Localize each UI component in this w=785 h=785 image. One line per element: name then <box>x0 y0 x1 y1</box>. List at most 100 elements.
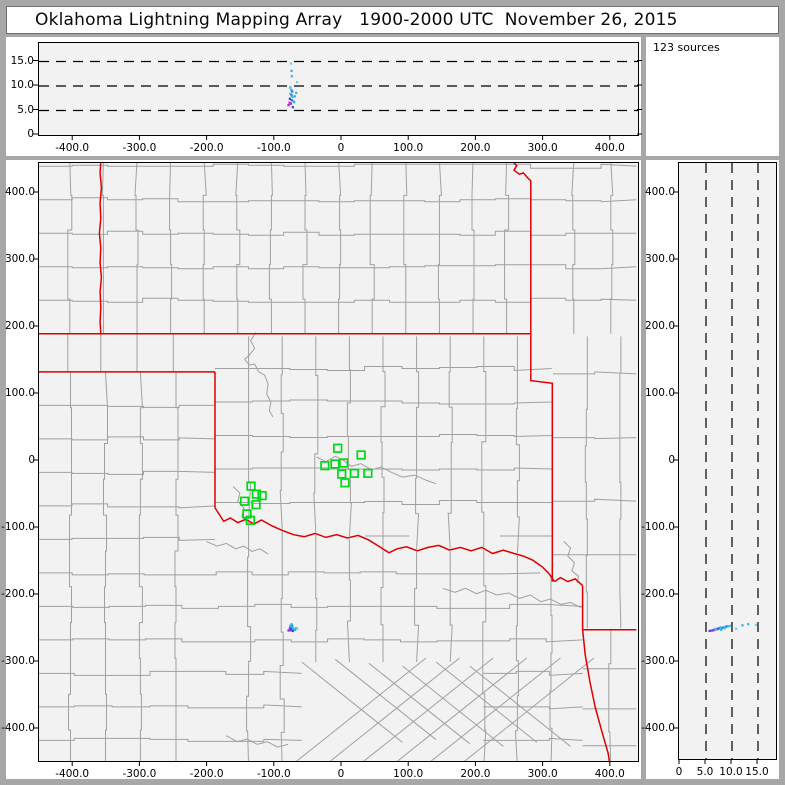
ew-axis-tick-label: 200.0 <box>460 142 491 154</box>
ns-axis-tick-label: 400.0 <box>4 186 35 198</box>
county-line <box>610 163 614 334</box>
county-line <box>449 551 453 663</box>
lma-station-marker <box>257 490 267 501</box>
lma-station-marker <box>330 459 340 469</box>
ew-axis-tick-label: -100.0 <box>256 768 291 780</box>
county-line <box>101 163 104 334</box>
county-line <box>549 577 553 761</box>
county-line <box>39 230 637 236</box>
ew-axis-tick-label: -300.0 <box>122 142 157 154</box>
lightning-source-dot <box>290 75 293 78</box>
lightning-source-dot <box>289 102 292 105</box>
county-line <box>504 163 510 334</box>
county-line <box>215 434 552 438</box>
lma-station-marker <box>245 515 255 525</box>
ew-axis-tick-label: 0 <box>337 142 345 154</box>
county-line <box>369 163 375 334</box>
lma-station-marker <box>340 478 350 488</box>
lightning-source-dot <box>291 95 294 98</box>
state-border <box>553 576 584 587</box>
altitude-axis-tick-label: 15.0 <box>10 54 34 67</box>
lightning-source-dot <box>290 88 293 92</box>
county-line <box>246 522 252 761</box>
state-border <box>214 507 556 583</box>
ns-axis-tick-label: 0 <box>28 454 35 466</box>
ew-axis-tick-label: -100.0 <box>256 142 291 154</box>
lightning-source-dot <box>721 626 724 630</box>
ew-axis-tick-label: 300.0 <box>527 768 558 780</box>
ns-axis-tick-label: 0 <box>668 454 675 466</box>
ew-axis-tick-label: 100.0 <box>393 142 424 154</box>
county-line <box>619 336 622 629</box>
county-line <box>553 437 637 440</box>
county-line <box>248 336 252 520</box>
county-line <box>279 531 285 761</box>
ns-axis-tick-label: 300.0 <box>644 253 675 265</box>
ns-axis-tick-label: -200.0 <box>1 588 35 600</box>
ew-altitude-plot <box>39 60 638 112</box>
lightning-source-dot <box>719 626 722 629</box>
lightning-source-dot <box>293 95 297 98</box>
county-line <box>380 336 386 548</box>
county-line <box>134 163 139 334</box>
ew-axis-tick-label: -300.0 <box>122 768 157 780</box>
lightning-source-dot <box>289 62 293 65</box>
county-line <box>39 603 583 609</box>
state-border <box>98 163 103 334</box>
ns-axis-tick-label: -300.0 <box>641 655 675 667</box>
county-line-diagonal <box>296 657 427 761</box>
county-line <box>215 366 552 372</box>
state-border <box>581 629 611 761</box>
lightning-source-dot <box>710 629 713 632</box>
lightning-source-dot <box>296 627 299 631</box>
ew-axis-tick-label: -400.0 <box>55 768 90 780</box>
county-line <box>268 163 273 334</box>
ew-axis-tick-label: 400.0 <box>594 142 625 154</box>
lma-station-marker <box>251 500 261 510</box>
lma-station-marker <box>246 481 256 491</box>
state-border <box>513 163 554 582</box>
lightning-source-dot <box>729 624 732 628</box>
county-line <box>39 470 216 475</box>
altitude-axis-tick-label: 5.0 <box>696 766 714 778</box>
ew-altitude-panel <box>38 42 639 136</box>
lightning-source-dot <box>290 94 293 97</box>
county-line <box>481 336 487 548</box>
county-line-diagonal <box>430 657 561 761</box>
lightning-source-dot <box>291 105 295 109</box>
ew-axis-tick-label: 100.0 <box>393 768 424 780</box>
lma-station-marker <box>333 443 343 453</box>
river-line <box>243 332 274 418</box>
lightning-source-dot <box>289 629 292 632</box>
lightning-source-dot <box>723 627 726 630</box>
county-line <box>39 297 637 303</box>
ns-axis-tick-label: -200.0 <box>641 588 675 600</box>
county-line-diagonal <box>435 661 538 743</box>
sources-count-label: 123 sources <box>653 41 720 54</box>
county-line <box>447 336 453 549</box>
lightning-source-dot <box>291 626 294 629</box>
county-line <box>39 704 302 709</box>
county-line <box>138 371 143 761</box>
lma-station-marker <box>251 489 262 499</box>
lightning-source-dot <box>725 625 728 628</box>
county-line-diagonal <box>469 665 571 747</box>
county-line <box>215 500 552 505</box>
county-line <box>215 399 552 405</box>
sources-count-section <box>646 37 779 156</box>
lightning-source-dot <box>287 104 290 107</box>
county-line <box>39 503 216 509</box>
ns-axis-tick-label: -400.0 <box>1 722 35 734</box>
county-line <box>39 197 637 203</box>
county-line <box>471 163 475 334</box>
ew-axis-tick-label: -200.0 <box>189 768 224 780</box>
lightning-source-dot <box>712 629 715 632</box>
ew-axis-tick-label: -400.0 <box>55 142 90 154</box>
county-line <box>67 163 73 334</box>
county-line <box>39 571 541 576</box>
river-line <box>563 541 580 583</box>
county-line <box>346 538 351 663</box>
county-line <box>39 536 216 541</box>
lma-station-marker <box>339 458 349 468</box>
county-line-diagonal <box>329 657 460 761</box>
